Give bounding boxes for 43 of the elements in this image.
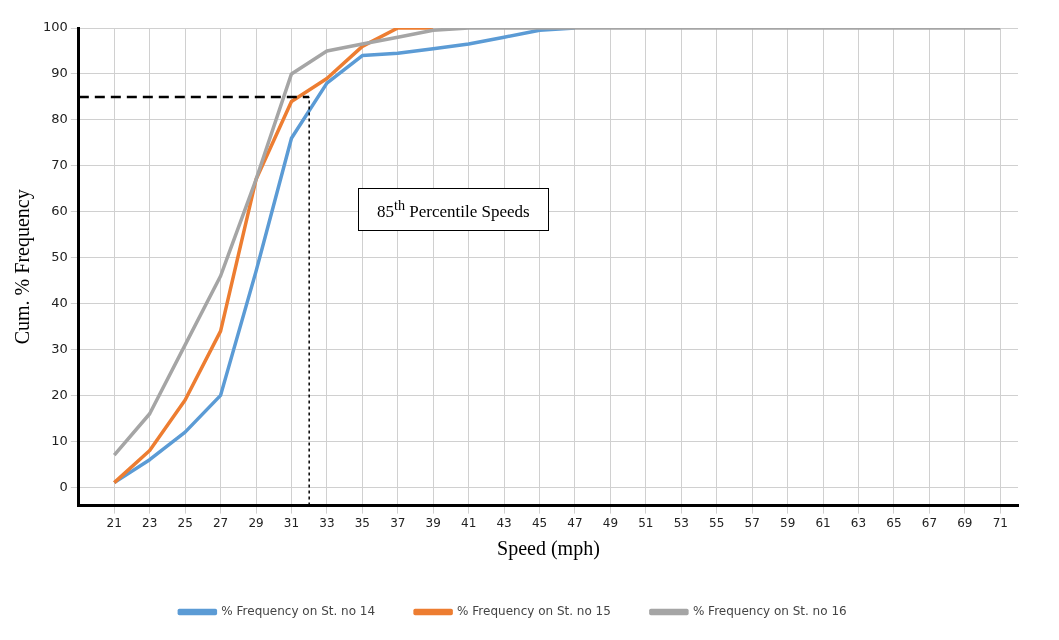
x-tick-label: 55 xyxy=(709,515,725,530)
x-tick-label: 35 xyxy=(354,515,370,530)
legend-label: % Frequency on St. no 15 xyxy=(457,604,611,619)
y-tick-label: 80 xyxy=(51,111,68,127)
y-tick-label: 60 xyxy=(51,203,68,219)
x-tick-label: 23 xyxy=(142,515,158,530)
x-tick-label: 71 xyxy=(992,515,1008,530)
y-tick-label: 30 xyxy=(51,340,68,356)
x-tick-label: 65 xyxy=(886,515,902,530)
y-tick-label: 0 xyxy=(59,478,68,494)
y-tick-label: 20 xyxy=(51,386,68,402)
x-tick-label: 59 xyxy=(779,515,796,530)
x-tick-label: 67 xyxy=(921,515,938,530)
x-tick-label: 43 xyxy=(496,515,512,530)
x-tick-label: 69 xyxy=(957,515,973,530)
x-tick-label: 27 xyxy=(212,515,229,530)
y-tick-label: 70 xyxy=(51,157,68,173)
y-tick-label: 90 xyxy=(51,65,68,81)
x-tick-label: 41 xyxy=(461,515,477,530)
x-axis-title: Speed (mph) xyxy=(497,537,600,561)
x-tick-label: 53 xyxy=(673,515,689,530)
x-tick-label: 63 xyxy=(850,515,867,530)
legend-label: % Frequency on St. no 14 xyxy=(221,604,376,619)
x-tick-label: 29 xyxy=(248,515,264,530)
y-tick-label: 50 xyxy=(51,248,68,264)
legend-label: % Frequency on St. no 16 xyxy=(692,604,847,619)
y-axis-title: Cum. % Frequency xyxy=(11,189,35,345)
x-tick-label: 49 xyxy=(602,515,619,530)
x-tick-label: 25 xyxy=(177,515,193,530)
x-tick-label: 39 xyxy=(425,515,441,530)
annotation: 85$^{th}$ Percentile Speeds xyxy=(358,188,549,231)
x-tick-label: 61 xyxy=(815,515,831,530)
x-tick-label: 31 xyxy=(283,515,300,530)
x-tick-label: 45 xyxy=(531,515,548,530)
x-tick-label: 51 xyxy=(638,515,654,530)
y-tick-label: 40 xyxy=(51,294,68,310)
y-tick-label: 100 xyxy=(42,19,68,35)
x-tick-label: 47 xyxy=(567,515,583,530)
x-tick-label: 21 xyxy=(106,515,122,530)
x-tick-label: 57 xyxy=(744,515,760,530)
x-tick-label: 37 xyxy=(390,515,406,530)
y-tick-label: 10 xyxy=(51,432,68,448)
x-tick-label: 33 xyxy=(319,515,335,530)
